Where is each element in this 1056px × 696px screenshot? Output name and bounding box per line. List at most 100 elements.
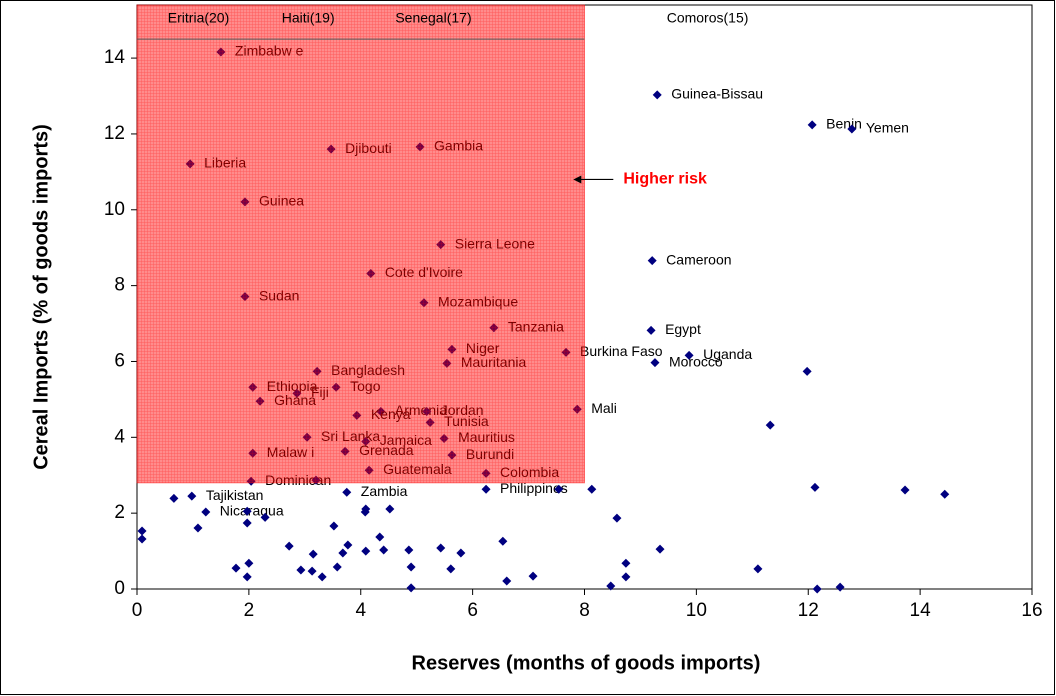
point (502, 576, 512, 586)
point (137, 534, 147, 544)
point (436, 543, 446, 553)
point (652, 90, 662, 100)
point (231, 563, 241, 573)
point (338, 548, 348, 558)
point (528, 571, 538, 581)
point (655, 544, 665, 554)
point (812, 584, 822, 594)
point (481, 484, 491, 494)
point (802, 366, 812, 376)
point (284, 541, 294, 551)
y-tick-label: 6 (114, 350, 125, 371)
point-label: Cameroon (666, 251, 731, 267)
point (647, 256, 657, 266)
y-tick-label: 8 (114, 275, 125, 296)
y-tick-label: 0 (114, 578, 125, 599)
point (242, 572, 252, 582)
point (379, 545, 389, 555)
point (375, 532, 385, 542)
offscale-label: Comoros(15) (667, 10, 749, 26)
point (612, 513, 622, 523)
point (329, 521, 339, 531)
point-label: Mali (591, 400, 617, 416)
y-tick-label: 10 (104, 199, 125, 220)
point (296, 565, 306, 575)
point-label: Philippines (500, 480, 568, 496)
point (361, 546, 371, 556)
x-tick-label: 6 (467, 600, 478, 621)
point (342, 487, 352, 497)
point (169, 493, 179, 503)
x-tick-label: 0 (132, 600, 143, 621)
x-tick-label: 14 (910, 600, 932, 621)
point-label: Tajikistan (206, 487, 264, 503)
point-label: Guinea-Bissau (671, 86, 763, 102)
point-label: Nicaragua (220, 503, 284, 519)
point-label: Burkina Faso (580, 343, 663, 359)
x-tick-label: 8 (579, 600, 590, 621)
point (810, 482, 820, 492)
point (187, 491, 197, 501)
y-tick-label: 12 (104, 123, 125, 144)
x-tick-label: 2 (244, 600, 255, 621)
point (361, 504, 371, 514)
x-tick-label: 12 (798, 600, 819, 621)
point (753, 564, 763, 574)
x-tick-label: 4 (355, 600, 366, 621)
shaded-region (136, 4, 585, 484)
point (260, 512, 270, 522)
point-label: Benin (826, 116, 862, 132)
point (242, 506, 252, 516)
offscale-label: Senegal(17) (395, 10, 471, 26)
point (940, 489, 950, 499)
point (201, 507, 211, 517)
x-axis-title: Reserves (months of goods imports) (412, 652, 761, 674)
y-tick-label: 2 (114, 502, 125, 523)
point (343, 540, 353, 550)
y-tick-label: 14 (104, 47, 126, 68)
point (307, 566, 317, 576)
point (554, 484, 564, 494)
point (317, 572, 327, 582)
point (606, 581, 616, 591)
point (385, 504, 395, 514)
point (406, 583, 416, 593)
point (807, 120, 817, 130)
point (308, 549, 318, 559)
point (621, 558, 631, 568)
y-tick-label: 4 (114, 426, 125, 447)
point (456, 548, 466, 558)
point-label: Zambia (361, 483, 408, 499)
point (835, 582, 845, 592)
point (684, 350, 694, 360)
annotation-arrowhead (573, 175, 582, 184)
point (446, 564, 456, 574)
point (193, 523, 203, 533)
point-label: Yemen (866, 120, 909, 136)
y-axis-title: Cereal Imports (% of goods imports) (30, 124, 52, 470)
point (242, 518, 252, 528)
point (137, 526, 147, 536)
point (621, 572, 631, 582)
point (765, 420, 775, 430)
x-tick-label: 10 (686, 600, 707, 621)
offscale-label: Eritria(20) (168, 10, 229, 26)
point (244, 558, 254, 568)
point (332, 562, 342, 572)
offscale-label: Haiti(19) (282, 10, 335, 26)
point (646, 325, 656, 335)
point (498, 536, 508, 546)
point-label: Egypt (665, 321, 701, 337)
point (900, 485, 910, 495)
point (404, 545, 414, 555)
point (587, 484, 597, 494)
point (847, 124, 857, 134)
point-label: Morocco (669, 353, 723, 369)
x-tick-label: 16 (1021, 600, 1042, 621)
annotation-text: Higher risk (623, 171, 707, 188)
point (650, 358, 660, 368)
point-label: Uganda (703, 346, 752, 362)
point (406, 562, 416, 572)
